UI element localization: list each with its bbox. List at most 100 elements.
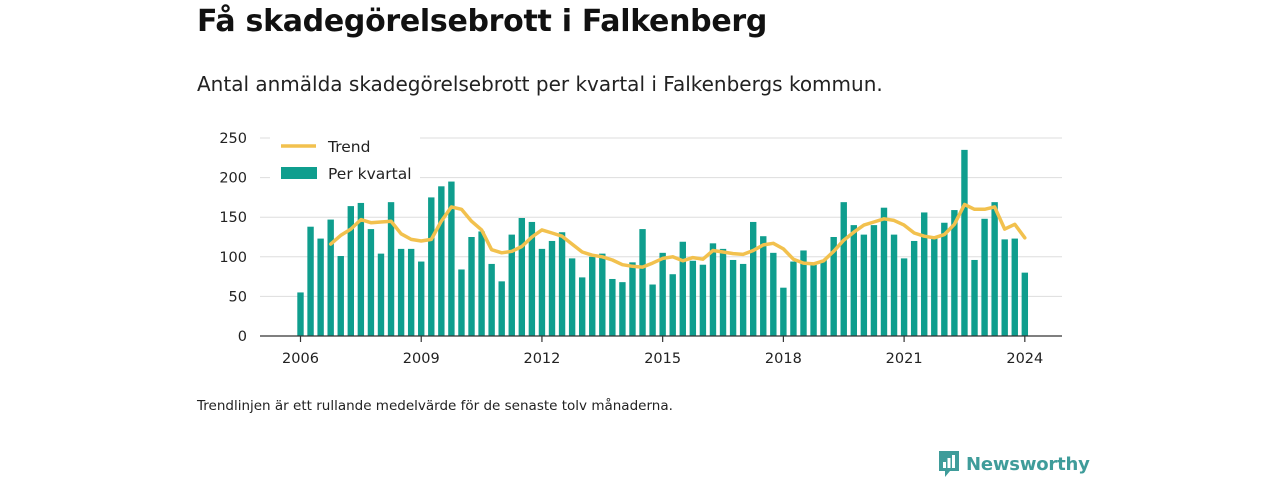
bar — [880, 207, 888, 336]
bar — [377, 253, 385, 336]
y-tick-label: 200 — [219, 171, 247, 187]
bar — [961, 149, 968, 336]
brand-name: Newsworthy — [966, 453, 1090, 475]
y-tick-label: 150 — [219, 210, 247, 226]
bar — [428, 197, 435, 336]
bar — [1011, 238, 1018, 336]
bar — [820, 259, 827, 336]
bar — [719, 248, 727, 336]
bar — [578, 277, 586, 336]
bar — [599, 253, 606, 336]
bar-chart-logo-icon — [939, 451, 959, 477]
bar — [669, 274, 676, 336]
legend-background — [270, 132, 420, 190]
x-tick-label: 2015 — [644, 351, 681, 367]
bar — [860, 234, 868, 336]
bar — [679, 241, 686, 336]
legend: Trend Per kvartal — [270, 132, 420, 190]
bar — [729, 259, 737, 336]
bar — [317, 238, 324, 336]
bar — [810, 264, 817, 336]
y-axis: 0 50 100 150 200 250 — [219, 131, 247, 345]
footnote: Trendlinjen är ett rullande medelvärde f… — [197, 398, 673, 414]
x-tick-label: 2021 — [886, 351, 923, 367]
bar — [689, 260, 697, 336]
bar — [739, 263, 747, 336]
x-tick-label: 2009 — [403, 351, 440, 367]
bar — [418, 261, 425, 336]
bar — [297, 292, 304, 336]
bar — [1021, 272, 1029, 336]
legend-bar-label: Per kvartal — [328, 165, 412, 183]
bar — [478, 231, 485, 336]
y-tick-label: 50 — [229, 289, 247, 305]
bar — [981, 218, 988, 336]
bar — [548, 240, 556, 336]
y-tick-label: 250 — [219, 131, 247, 147]
bar — [629, 262, 636, 336]
bar — [589, 256, 596, 336]
bar — [458, 269, 465, 336]
bar — [528, 221, 536, 336]
chart-area: 0 50 100 150 200 250 2006 2009 2012 2015 2018 2021… — [219, 131, 1062, 367]
bar — [407, 248, 415, 336]
bar — [659, 252, 666, 336]
bar — [760, 236, 767, 336]
brand: Newsworthy — [938, 450, 1090, 478]
bar — [699, 264, 707, 336]
bar — [649, 284, 656, 336]
bar — [900, 258, 908, 336]
bar — [488, 263, 495, 336]
x-tick-label: 2024 — [1006, 351, 1043, 367]
x-axis: 2006 2009 2012 2015 2018 2021 2024 — [260, 335, 1062, 367]
bar — [387, 202, 395, 336]
bar — [830, 237, 837, 336]
bar — [790, 261, 797, 336]
bar — [770, 252, 777, 336]
bar — [498, 281, 505, 336]
bar — [337, 256, 344, 336]
bar — [840, 202, 847, 336]
bar — [367, 229, 375, 336]
bar — [468, 237, 475, 336]
bar — [619, 282, 626, 336]
bar — [971, 259, 978, 336]
bar — [709, 243, 717, 336]
bar — [518, 217, 526, 336]
bar — [609, 278, 616, 336]
bar — [438, 186, 445, 336]
bar — [538, 248, 546, 336]
bar — [639, 229, 646, 336]
bar — [951, 210, 958, 336]
legend-trend-label: Trend — [327, 138, 370, 156]
bar — [307, 226, 314, 336]
y-tick-label: 100 — [219, 250, 247, 266]
x-tick-label: 2018 — [765, 351, 802, 367]
x-tick-label: 2006 — [282, 351, 319, 367]
bar — [991, 202, 998, 336]
legend-bar-swatch — [281, 167, 317, 179]
bar — [921, 212, 928, 336]
bar — [357, 202, 365, 336]
trend-line — [328, 202, 1027, 269]
x-tick-label: 2012 — [523, 351, 560, 367]
bar — [850, 225, 857, 336]
bar — [931, 236, 938, 336]
bar — [508, 234, 515, 336]
bar — [568, 258, 576, 336]
bar — [941, 222, 948, 336]
bar — [1001, 239, 1008, 336]
bar — [780, 287, 787, 336]
bar-series — [297, 149, 1029, 336]
chart-subtitle: Antal anmälda skadegörelsebrott per kvar… — [197, 72, 883, 96]
bar — [870, 225, 878, 336]
chart-title: Få skadegörelsebrott i Falkenberg — [197, 4, 768, 39]
bar — [750, 221, 757, 336]
bar — [910, 240, 918, 336]
bar — [558, 232, 566, 336]
bar — [347, 206, 354, 336]
y-tick-label: 0 — [238, 329, 247, 345]
bar — [448, 181, 455, 336]
bar — [890, 234, 898, 336]
bar — [397, 248, 405, 336]
